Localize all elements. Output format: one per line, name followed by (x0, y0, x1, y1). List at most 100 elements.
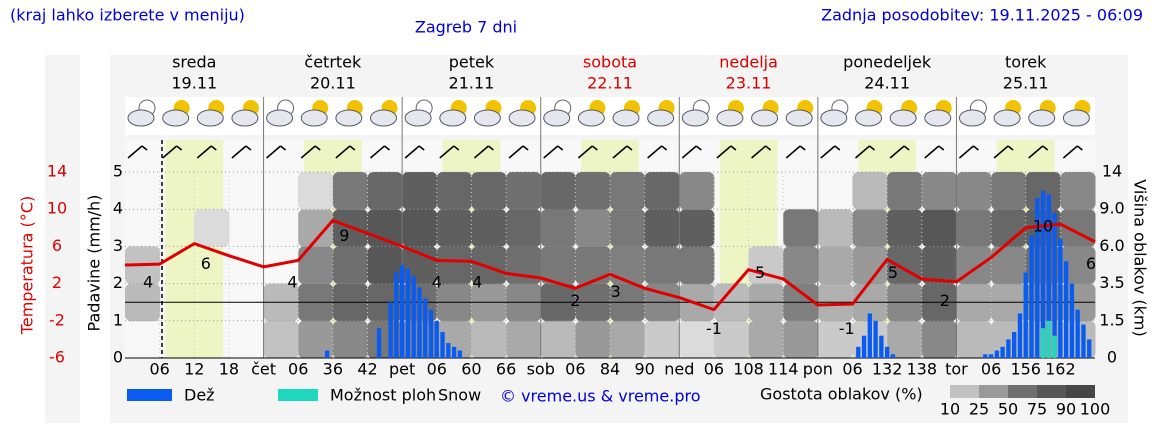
cloud-cell (332, 320, 368, 359)
wind-barb (924, 145, 940, 159)
precip-bar (1081, 324, 1086, 358)
cloud-cell (471, 209, 507, 247)
day-name: sreda (172, 53, 216, 72)
temp-label: 9 (339, 226, 349, 245)
cloud-cell (506, 172, 542, 210)
wind-barb (245, 145, 252, 151)
wind-barb (210, 145, 217, 151)
precip-bar (1046, 194, 1051, 358)
temp-label: 6 (201, 254, 211, 273)
wind-barb (938, 145, 945, 151)
temp-tick-label: 6 (52, 236, 62, 255)
cloud-cell (783, 320, 819, 359)
wind-barb (993, 145, 1009, 159)
temp-label: 2 (570, 291, 580, 310)
wind-barb (889, 145, 905, 159)
cloud-icon (439, 109, 467, 127)
density-label: 10 (940, 400, 960, 419)
wind-barb (695, 145, 702, 151)
wind-barb (834, 145, 841, 151)
y2-axis-title: Višina oblakov (km) (1131, 179, 1150, 336)
cloud-icon (266, 109, 294, 127)
wind-barb (231, 145, 247, 159)
cloud-cell (852, 172, 888, 210)
precip-bar (1012, 331, 1017, 358)
cloud-cell (436, 172, 472, 210)
wind-barb (280, 145, 287, 151)
precip-bar (399, 265, 405, 358)
cloud-icon (543, 109, 571, 127)
left-panel (45, 55, 80, 423)
day-date: 23.11 (726, 74, 772, 93)
x-tick-label: 06 (288, 360, 308, 379)
wind-barb (647, 145, 663, 159)
wind-barb (577, 145, 593, 159)
cloud-cell (887, 172, 923, 210)
legend-swatch (278, 389, 318, 401)
density-swatch (950, 385, 979, 398)
precip-bar (405, 268, 411, 358)
y-tick-label: 0 (113, 348, 123, 367)
note: (kraj lahko izberete v meniju) (10, 6, 245, 25)
cloud-icon (751, 109, 779, 127)
cloud-cell (644, 209, 680, 247)
precip-bar (1017, 313, 1023, 358)
temp-label: 4 (432, 273, 442, 292)
day-name: sobota (583, 53, 637, 72)
cloud-cell (610, 320, 646, 359)
wind-barb (370, 145, 385, 159)
precip-bar (884, 346, 890, 358)
density-label: 50 (998, 400, 1018, 419)
wind-barb (869, 145, 875, 151)
wind-barb (314, 145, 321, 151)
precip-bar (423, 298, 428, 358)
cloud-cell (1060, 246, 1096, 285)
cloud-cell (298, 320, 334, 359)
density-label: 100 (1080, 400, 1111, 419)
y-tick-label: 1 (113, 310, 123, 329)
cloud-cell (991, 172, 1027, 210)
precip-bar (440, 331, 445, 358)
precip-bar (983, 354, 988, 358)
wind-barb (557, 145, 564, 151)
temp-label: 4 (472, 273, 482, 292)
x-tick-label: čet (251, 360, 276, 379)
temp-label: -1 (839, 319, 855, 338)
day-date: 22.11 (587, 74, 633, 93)
x-tick-label: ned (664, 360, 694, 379)
precip-bar (1075, 309, 1080, 358)
temp-label: 6 (1086, 254, 1096, 273)
cloud-icon (162, 109, 190, 127)
precip-bar (428, 309, 434, 358)
day-date: 20.11 (310, 74, 356, 93)
cloud-cell (817, 209, 853, 247)
x-tick-label: 114 (768, 360, 799, 379)
precip-bar (879, 335, 884, 358)
cloud-cell (332, 246, 368, 285)
day-date: 21.11 (449, 74, 495, 93)
cloud-cell (887, 209, 923, 247)
x-tick-label: 06 (565, 360, 585, 379)
wind-barb (335, 145, 351, 159)
precip-bar (988, 354, 994, 358)
cloud-cell (679, 172, 715, 210)
cloud-icon (1028, 109, 1056, 127)
cloud-cell (575, 209, 611, 247)
cloud-cell (921, 172, 957, 210)
cloud-cell (921, 320, 957, 359)
cloud-cell (263, 320, 299, 359)
precip-bar (1052, 212, 1057, 358)
wind-barb (730, 145, 737, 151)
day-name: četrtek (304, 53, 362, 72)
wind-barb (751, 145, 767, 159)
wind-barb (612, 145, 628, 159)
x-tick-label: pet (389, 360, 415, 379)
cloud-cell (852, 209, 888, 247)
cloud-icon (716, 109, 744, 127)
y2-tick-label: 14 (1102, 162, 1122, 181)
x-tick-label: 132 (872, 360, 903, 379)
y-tick-label: 2 (113, 273, 123, 292)
precip-bar (457, 350, 463, 358)
temp-tick-label: -2 (49, 310, 65, 329)
